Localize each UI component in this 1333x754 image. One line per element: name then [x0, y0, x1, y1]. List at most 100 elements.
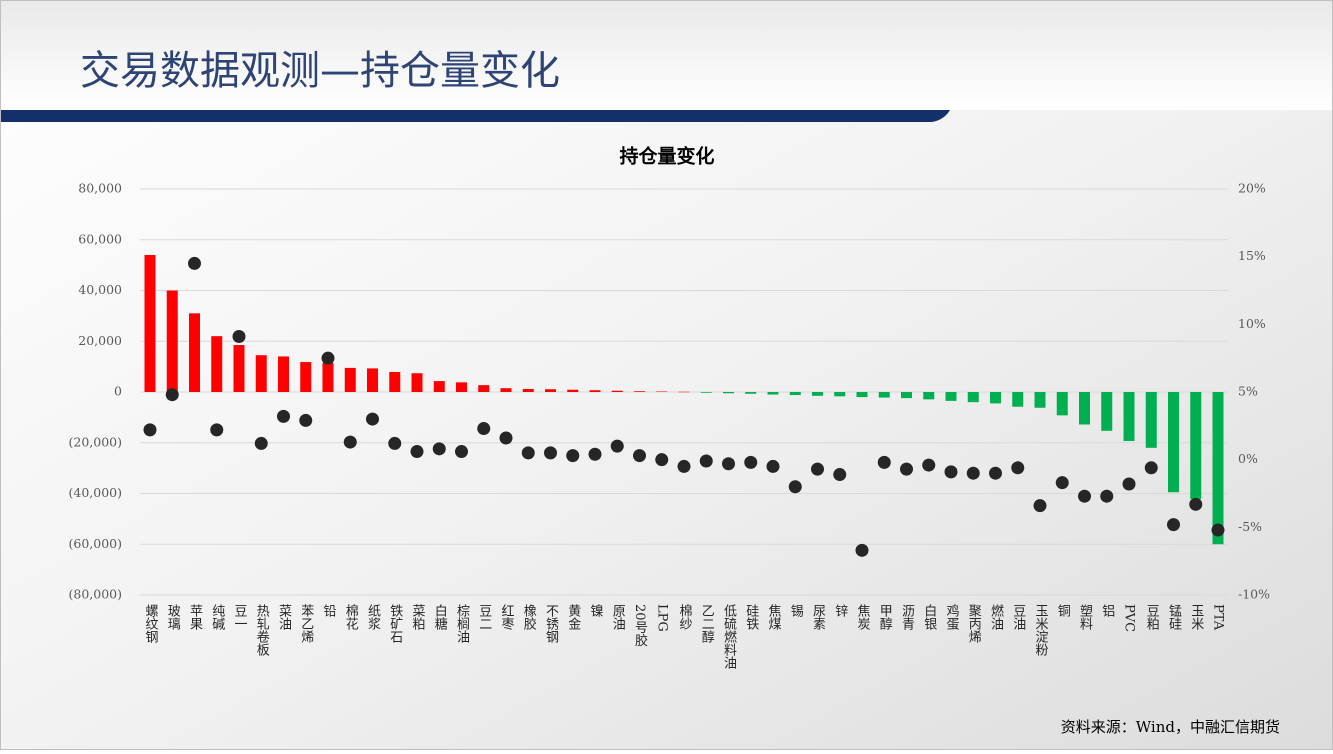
dot [410, 445, 424, 459]
bar [1079, 392, 1090, 425]
dot [766, 459, 780, 473]
dot [966, 466, 980, 480]
y2-tick-label: 10% [1238, 316, 1266, 331]
y-tick-label: (20,000) [69, 434, 123, 449]
x-tick-label: 玉米淀粉 [1033, 604, 1049, 656]
bar [1168, 392, 1179, 493]
bar [344, 367, 356, 392]
dot [855, 543, 869, 557]
bar [322, 362, 334, 392]
bar [433, 381, 445, 392]
dot [588, 447, 602, 461]
x-tick-label: 豆油 [1010, 604, 1026, 630]
x-tick-label: 豆一 [232, 604, 248, 630]
bar [656, 391, 668, 392]
x-tick-label: 塑料 [1077, 604, 1093, 630]
x-tick-label: 苹果 [187, 604, 203, 630]
y-tick-label: (40,000) [69, 485, 123, 500]
x-tick-label: 螺纹钢 [143, 604, 159, 644]
y2-tick-label: 5% [1238, 384, 1258, 399]
bar [1212, 392, 1224, 545]
dot [188, 256, 201, 270]
x-tick-label: 玻璃 [165, 604, 181, 630]
x-tick-label: 锰硅 [1166, 604, 1182, 630]
bar [789, 392, 801, 396]
bar [856, 392, 868, 398]
bar [812, 392, 823, 396]
x-tick-label: 焦煤 [766, 604, 782, 630]
dot [744, 455, 758, 469]
bar [923, 392, 935, 400]
dot [788, 480, 802, 494]
x-tick-label: 棉花 [343, 604, 359, 631]
dot [254, 436, 268, 450]
dot [1078, 489, 1091, 503]
x-tick-label: 低硫燃料油 [721, 604, 737, 669]
bar [945, 392, 957, 401]
x-tick-label: 纯碱 [209, 604, 225, 630]
dot [944, 465, 958, 479]
bar [211, 336, 223, 392]
source-note: 资料来源：Wind，中融汇信期货 [1061, 718, 1280, 736]
dot [900, 462, 913, 476]
y-tick-label: 40,000 [78, 282, 122, 297]
x-tick-label: 黄金 [565, 604, 581, 630]
x-tick-label: 锡 [788, 604, 804, 617]
bar [634, 391, 645, 392]
dot [232, 330, 246, 344]
bar [700, 392, 712, 393]
chart-title: 持仓量变化 [619, 145, 714, 168]
dot [343, 435, 357, 449]
dot [299, 413, 313, 427]
bar [678, 391, 690, 393]
y-tick-label: 20,000 [78, 333, 122, 348]
dot [477, 422, 491, 436]
bar [233, 345, 245, 392]
dot [1144, 461, 1158, 475]
y-tick-label: 60,000 [78, 231, 122, 246]
bar [990, 392, 1001, 404]
plot: (80,000) (60,000) (40,000) (20,000) 0 20,000 4… [69, 181, 1271, 670]
y2-tick-label: -10% [1238, 587, 1270, 602]
bar [1190, 392, 1202, 500]
bar [723, 392, 734, 394]
dot [566, 449, 580, 463]
bar [901, 392, 912, 399]
dot [455, 445, 468, 459]
dot [1055, 476, 1069, 490]
bar [1145, 392, 1157, 448]
dot [499, 431, 513, 445]
dot [1100, 489, 1114, 503]
bar [611, 390, 623, 392]
x-tick-label: 纸浆 [365, 604, 381, 630]
dot [388, 436, 402, 450]
x-tick-label: PVC [1122, 604, 1137, 632]
dot [210, 423, 224, 437]
x-tick-label: 红枣 [499, 603, 515, 630]
x-tick-label: 铁矿石 [387, 604, 403, 643]
dot [610, 439, 624, 453]
bar [478, 385, 490, 392]
x-tick-label: 橡胶 [521, 604, 537, 631]
x-tick-label: 铅 [321, 604, 337, 617]
bar [545, 389, 556, 392]
y-tick-label: (60,000) [69, 536, 123, 551]
bar [967, 392, 979, 403]
x-tick-label: 聚丙烯 [966, 604, 982, 643]
dot [432, 442, 446, 456]
x-tick-label: 尿素 [810, 604, 826, 630]
x-tick-label: 不锈钢 [543, 604, 559, 644]
dot [989, 466, 1002, 480]
y2-tick-label: -5% [1238, 519, 1262, 534]
bar [278, 356, 289, 392]
dot [633, 449, 646, 463]
x-tick-label: 鸡蛋 [944, 603, 960, 631]
x-tick-label: 白糖 [432, 603, 448, 631]
x-tick-label: 菜粕 [410, 604, 426, 630]
bar [567, 389, 579, 392]
dot [1189, 497, 1203, 511]
x-tick-label: PTA [1211, 604, 1226, 631]
x-tick-label: 乙二醇 [699, 604, 715, 643]
x-tick-label: 燃油 [988, 603, 1004, 630]
bar [500, 388, 512, 392]
